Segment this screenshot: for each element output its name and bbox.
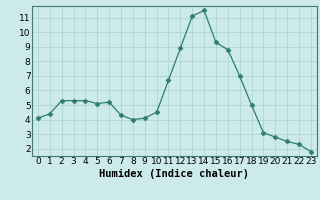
X-axis label: Humidex (Indice chaleur): Humidex (Indice chaleur)	[100, 169, 249, 179]
